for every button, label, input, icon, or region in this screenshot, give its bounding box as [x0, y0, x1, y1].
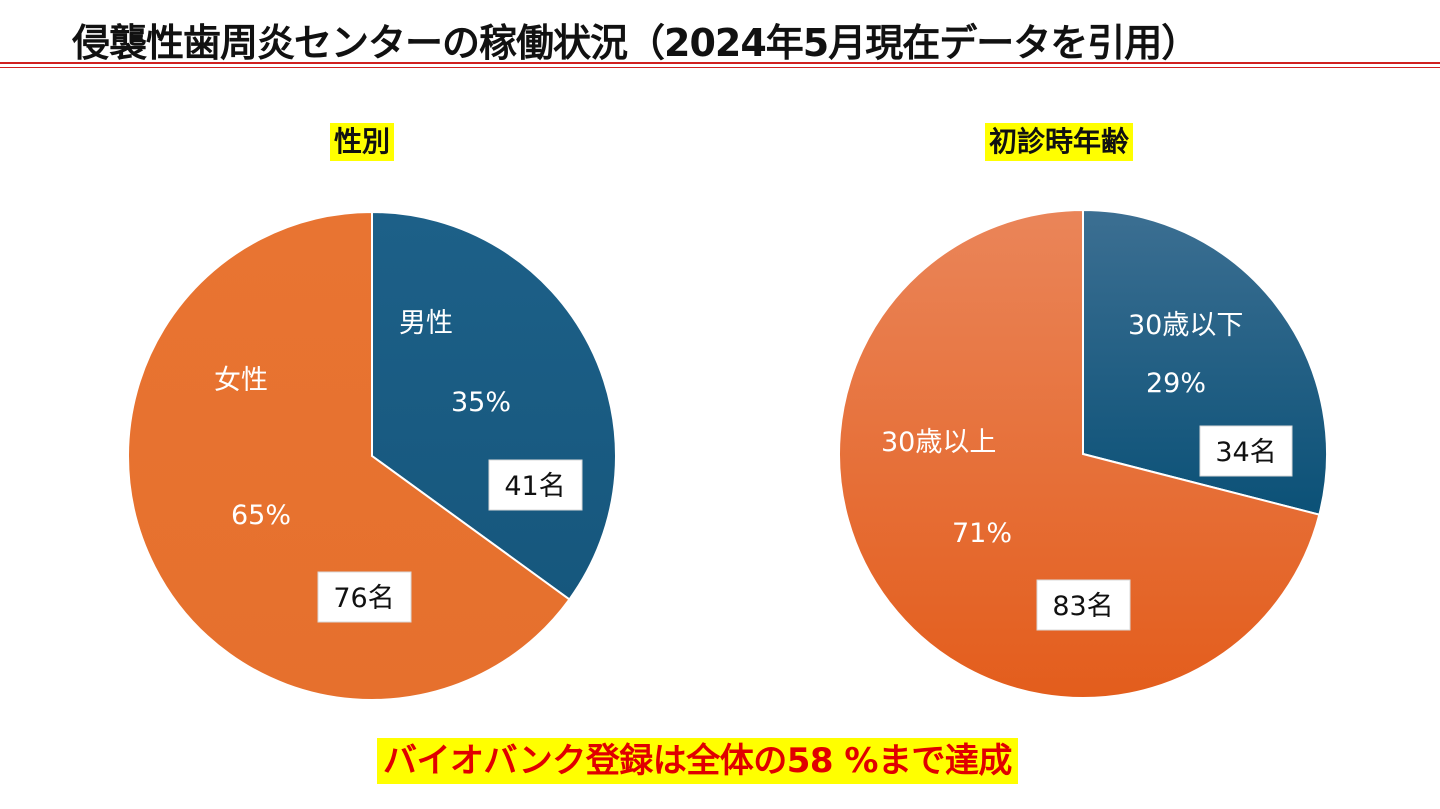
slice-count-label: 34名 — [1215, 437, 1276, 468]
slide-title: 侵襲性歯周炎センターの稼働状況（2024年5月現在データを引用） — [72, 21, 1199, 65]
slice-percent-label: 29% — [1146, 368, 1206, 399]
slice-count-label: 76名 — [333, 583, 394, 614]
chart-title-gender: 性別 — [330, 123, 395, 161]
count-label-box — [1199, 425, 1293, 477]
footer-note: バイオバンク登録は全体の58 %まで達成 — [377, 738, 1018, 784]
pie-chart-gender: 男性 35% 41名 女性 65% 76名 — [127, 210, 617, 701]
title-divider — [0, 62, 1440, 68]
slice-count-label: 41名 — [504, 471, 565, 502]
count-label-box — [1036, 579, 1131, 631]
pie-slice — [838, 208, 1321, 699]
chart-title-age: 初診時年齢 — [985, 123, 1134, 161]
pie-chart-age: 30歳以下 29% 34名 30歳以上 71% 83名 — [838, 208, 1328, 699]
slice-count-label: 83名 — [1052, 591, 1113, 622]
slice-name-label: 30歳以上 — [881, 427, 996, 458]
count-label-box — [317, 571, 412, 623]
slice-name-label: 30歳以下 — [1128, 310, 1243, 341]
slice-percent-label: 65% — [231, 500, 291, 531]
slice-percent-label: 35% — [451, 387, 511, 418]
slice-name-label: 女性 — [214, 365, 268, 396]
slice-name-label: 男性 — [399, 308, 453, 339]
slice-percent-label: 71% — [952, 518, 1012, 549]
count-label-box — [488, 459, 583, 511]
pie-slice — [127, 210, 571, 701]
